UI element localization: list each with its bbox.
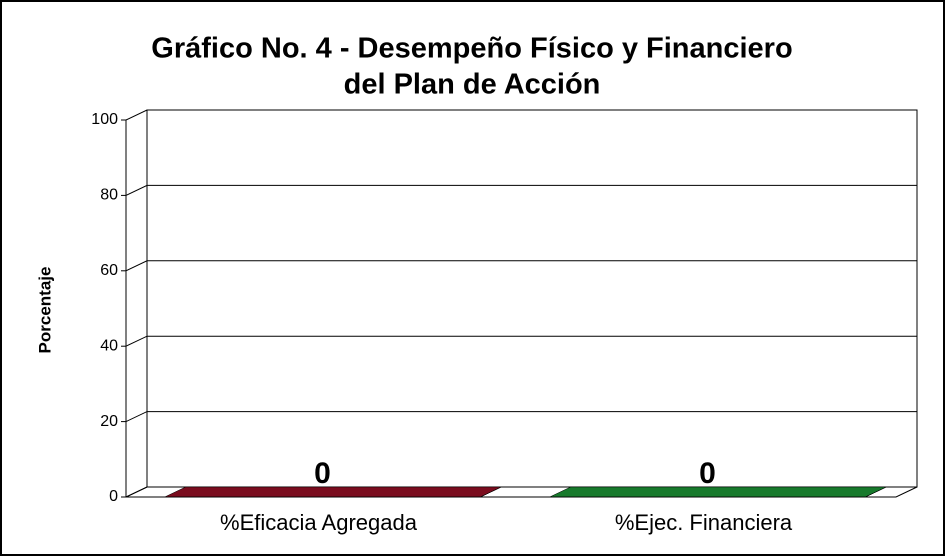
grid-line	[125, 184, 917, 196]
data-label: 0	[699, 457, 716, 490]
grid-line	[125, 109, 917, 121]
back-wall	[146, 109, 918, 488]
grid-line	[125, 260, 917, 272]
bar	[549, 486, 887, 498]
x-tick-label: %Ejec. Financiera	[615, 510, 793, 535]
y-tick-label: 80	[100, 187, 118, 204]
y-tick-label: 60	[100, 262, 118, 279]
y-tick-label: 20	[100, 413, 118, 430]
grid-line	[125, 335, 917, 347]
y-axis-label: Porcentaje	[35, 267, 54, 354]
grid-line	[125, 411, 917, 423]
y-tick-label: 0	[109, 488, 118, 505]
y-tick-label: 100	[91, 111, 118, 128]
x-tick-label: %Eficacia Agregada	[220, 510, 418, 535]
y-tick-label: 40	[100, 337, 118, 354]
chart-title: del Plan de Acción	[344, 69, 601, 101]
chart-title: Gráfico No. 4 - Desempeño Físico y Finan…	[151, 33, 792, 65]
bar	[164, 486, 502, 498]
data-label: 0	[314, 457, 331, 490]
